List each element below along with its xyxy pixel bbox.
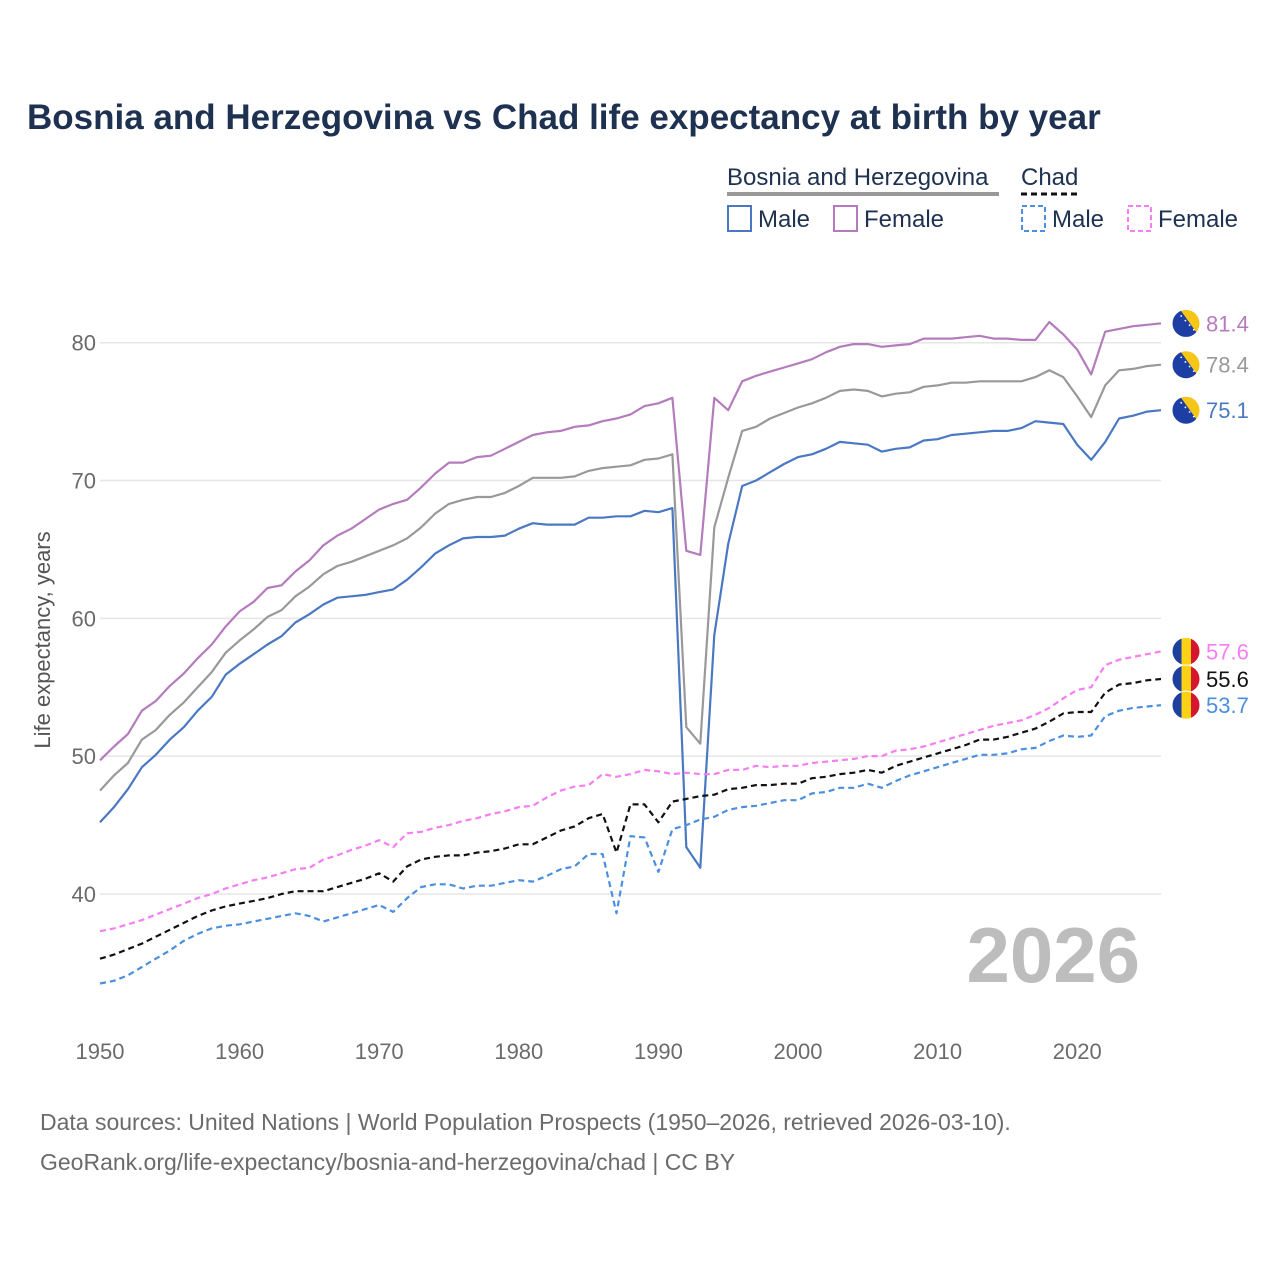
- series-line-bih_male: [99, 409, 1162, 869]
- end-value-label-tcd_male: 53.7: [1206, 693, 1249, 718]
- y-tick-label-70: 70: [72, 469, 96, 494]
- bosnia-flag-icon: [1171, 350, 1201, 380]
- source-line-1: Data sources: United Nations | World Pop…: [40, 1109, 1011, 1135]
- legend-bosnia-female-label: Female: [864, 206, 944, 233]
- series-line-bih_total: [99, 363, 1162, 792]
- year-watermark: 2026: [966, 911, 1140, 999]
- x-tick-label-2010: 2010: [913, 1039, 962, 1064]
- series-line-bih_female: [99, 320, 1162, 762]
- legend-bosnia-male-swatch: [727, 205, 752, 232]
- series: [99, 320, 1162, 985]
- x-tick-label-1950: 1950: [76, 1039, 125, 1064]
- x-tick-label-2020: 2020: [1053, 1039, 1102, 1064]
- legend-chad-female-swatch: [1127, 205, 1152, 232]
- chad-flag-icon: [1171, 664, 1201, 694]
- legend-chad-male-swatch: [1021, 205, 1046, 232]
- y-axis-label: Life expectancy, years: [30, 531, 55, 748]
- y-tick-label-40: 40: [72, 882, 96, 907]
- x-tick-label-1970: 1970: [355, 1039, 404, 1064]
- legend: Bosnia and Herzegovina Chad Male Female …: [727, 164, 1238, 233]
- chart-title: Bosnia and Herzegovina vs Chad life expe…: [27, 98, 1101, 137]
- end-value-label-tcd_total: 55.6: [1206, 667, 1249, 692]
- y-tick-label-60: 60: [72, 606, 96, 631]
- end-value-label-tcd_female: 57.6: [1206, 639, 1249, 664]
- x-tick-label-1990: 1990: [634, 1039, 683, 1064]
- chad-flag-icon: [1171, 636, 1201, 666]
- end-value-label-bih_total: 78.4: [1206, 353, 1249, 378]
- legend-chad-female-label: Female: [1158, 206, 1238, 233]
- end-labels: 81.4 78.4 75.1 57.6 55.653.7: [1171, 308, 1249, 720]
- legend-chad-male-label: Male: [1052, 206, 1104, 233]
- end-value-label-bih_female: 81.4: [1206, 311, 1249, 336]
- grid: [100, 341, 1161, 895]
- bosnia-flag-icon: [1171, 308, 1201, 338]
- series-line-tcd_female: [99, 650, 1162, 933]
- chad-flag-icon: [1171, 690, 1201, 720]
- legend-bosnia-male-label: Male: [758, 206, 810, 233]
- series-line-tcd_total: [99, 677, 1162, 960]
- series-line-tcd_male: [99, 704, 1162, 985]
- legend-country-chad: Chad: [1021, 164, 1078, 191]
- axes: 40 50 60 70 80 1950 1960 1970 1980 1990 2000 2010 20…: [72, 331, 1102, 1064]
- end-value-label-bih_male: 75.1: [1206, 398, 1249, 423]
- y-tick-label-50: 50: [72, 744, 96, 769]
- y-tick-label-80: 80: [72, 331, 96, 356]
- bosnia-flag-icon: [1171, 395, 1201, 425]
- source-line-2: GeoRank.org/life-expectancy/bosnia-and-h…: [40, 1149, 735, 1175]
- legend-bosnia-female-swatch: [833, 205, 858, 232]
- x-tick-label-2000: 2000: [774, 1039, 823, 1064]
- x-tick-label-1960: 1960: [215, 1039, 264, 1064]
- x-tick-label-1980: 1980: [494, 1039, 543, 1064]
- legend-country-bosnia: Bosnia and Herzegovina: [727, 164, 989, 191]
